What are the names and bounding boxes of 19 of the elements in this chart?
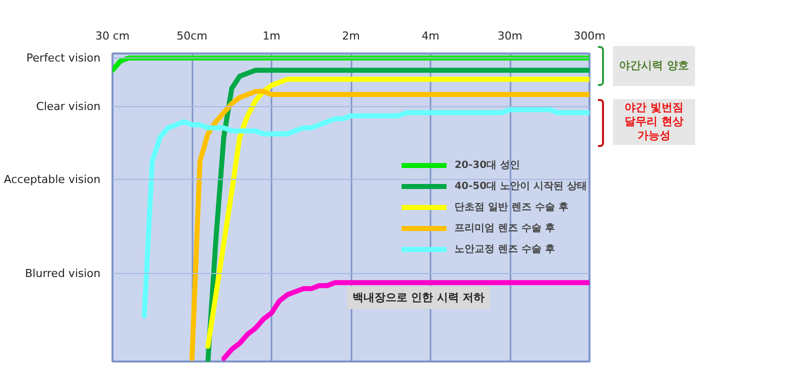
x-tick-label: 300m (574, 30, 606, 42)
x-tick-label: 30 cm (95, 30, 130, 42)
legend-label: 노안교정 렌즈 수술 후 (454, 243, 556, 256)
legend-label: 40-50대 노안이 시작된 상태 (454, 180, 587, 193)
ref-line-label: Clear vision (36, 100, 101, 114)
text: 야간시력 양호 (613, 46, 695, 86)
legend-label: 프리미엄 렌즈 수술 후 (454, 222, 556, 235)
x-tick-label: 4m (422, 30, 440, 42)
ref-line-label: Blurred vision (25, 267, 101, 280)
text: 야간 빛번짐 달무리 현상 가능성 (613, 99, 695, 145)
x-tick-label: 2m (342, 30, 360, 42)
ref-line-label: Acceptable vision (4, 172, 101, 186)
x-tick-label: 30m (498, 30, 522, 42)
x-tick-label: 1m (262, 30, 280, 42)
annotation: 백내장으로 인한 시력 저하 (352, 291, 485, 304)
legend-label: 단초점 일반 렌즈 수술 후 (454, 201, 568, 214)
ref-line-label: Perfect vision (26, 52, 101, 65)
legend-label: 20-30대 성인 (454, 159, 520, 172)
x-tick-label: 50cm (176, 30, 208, 42)
